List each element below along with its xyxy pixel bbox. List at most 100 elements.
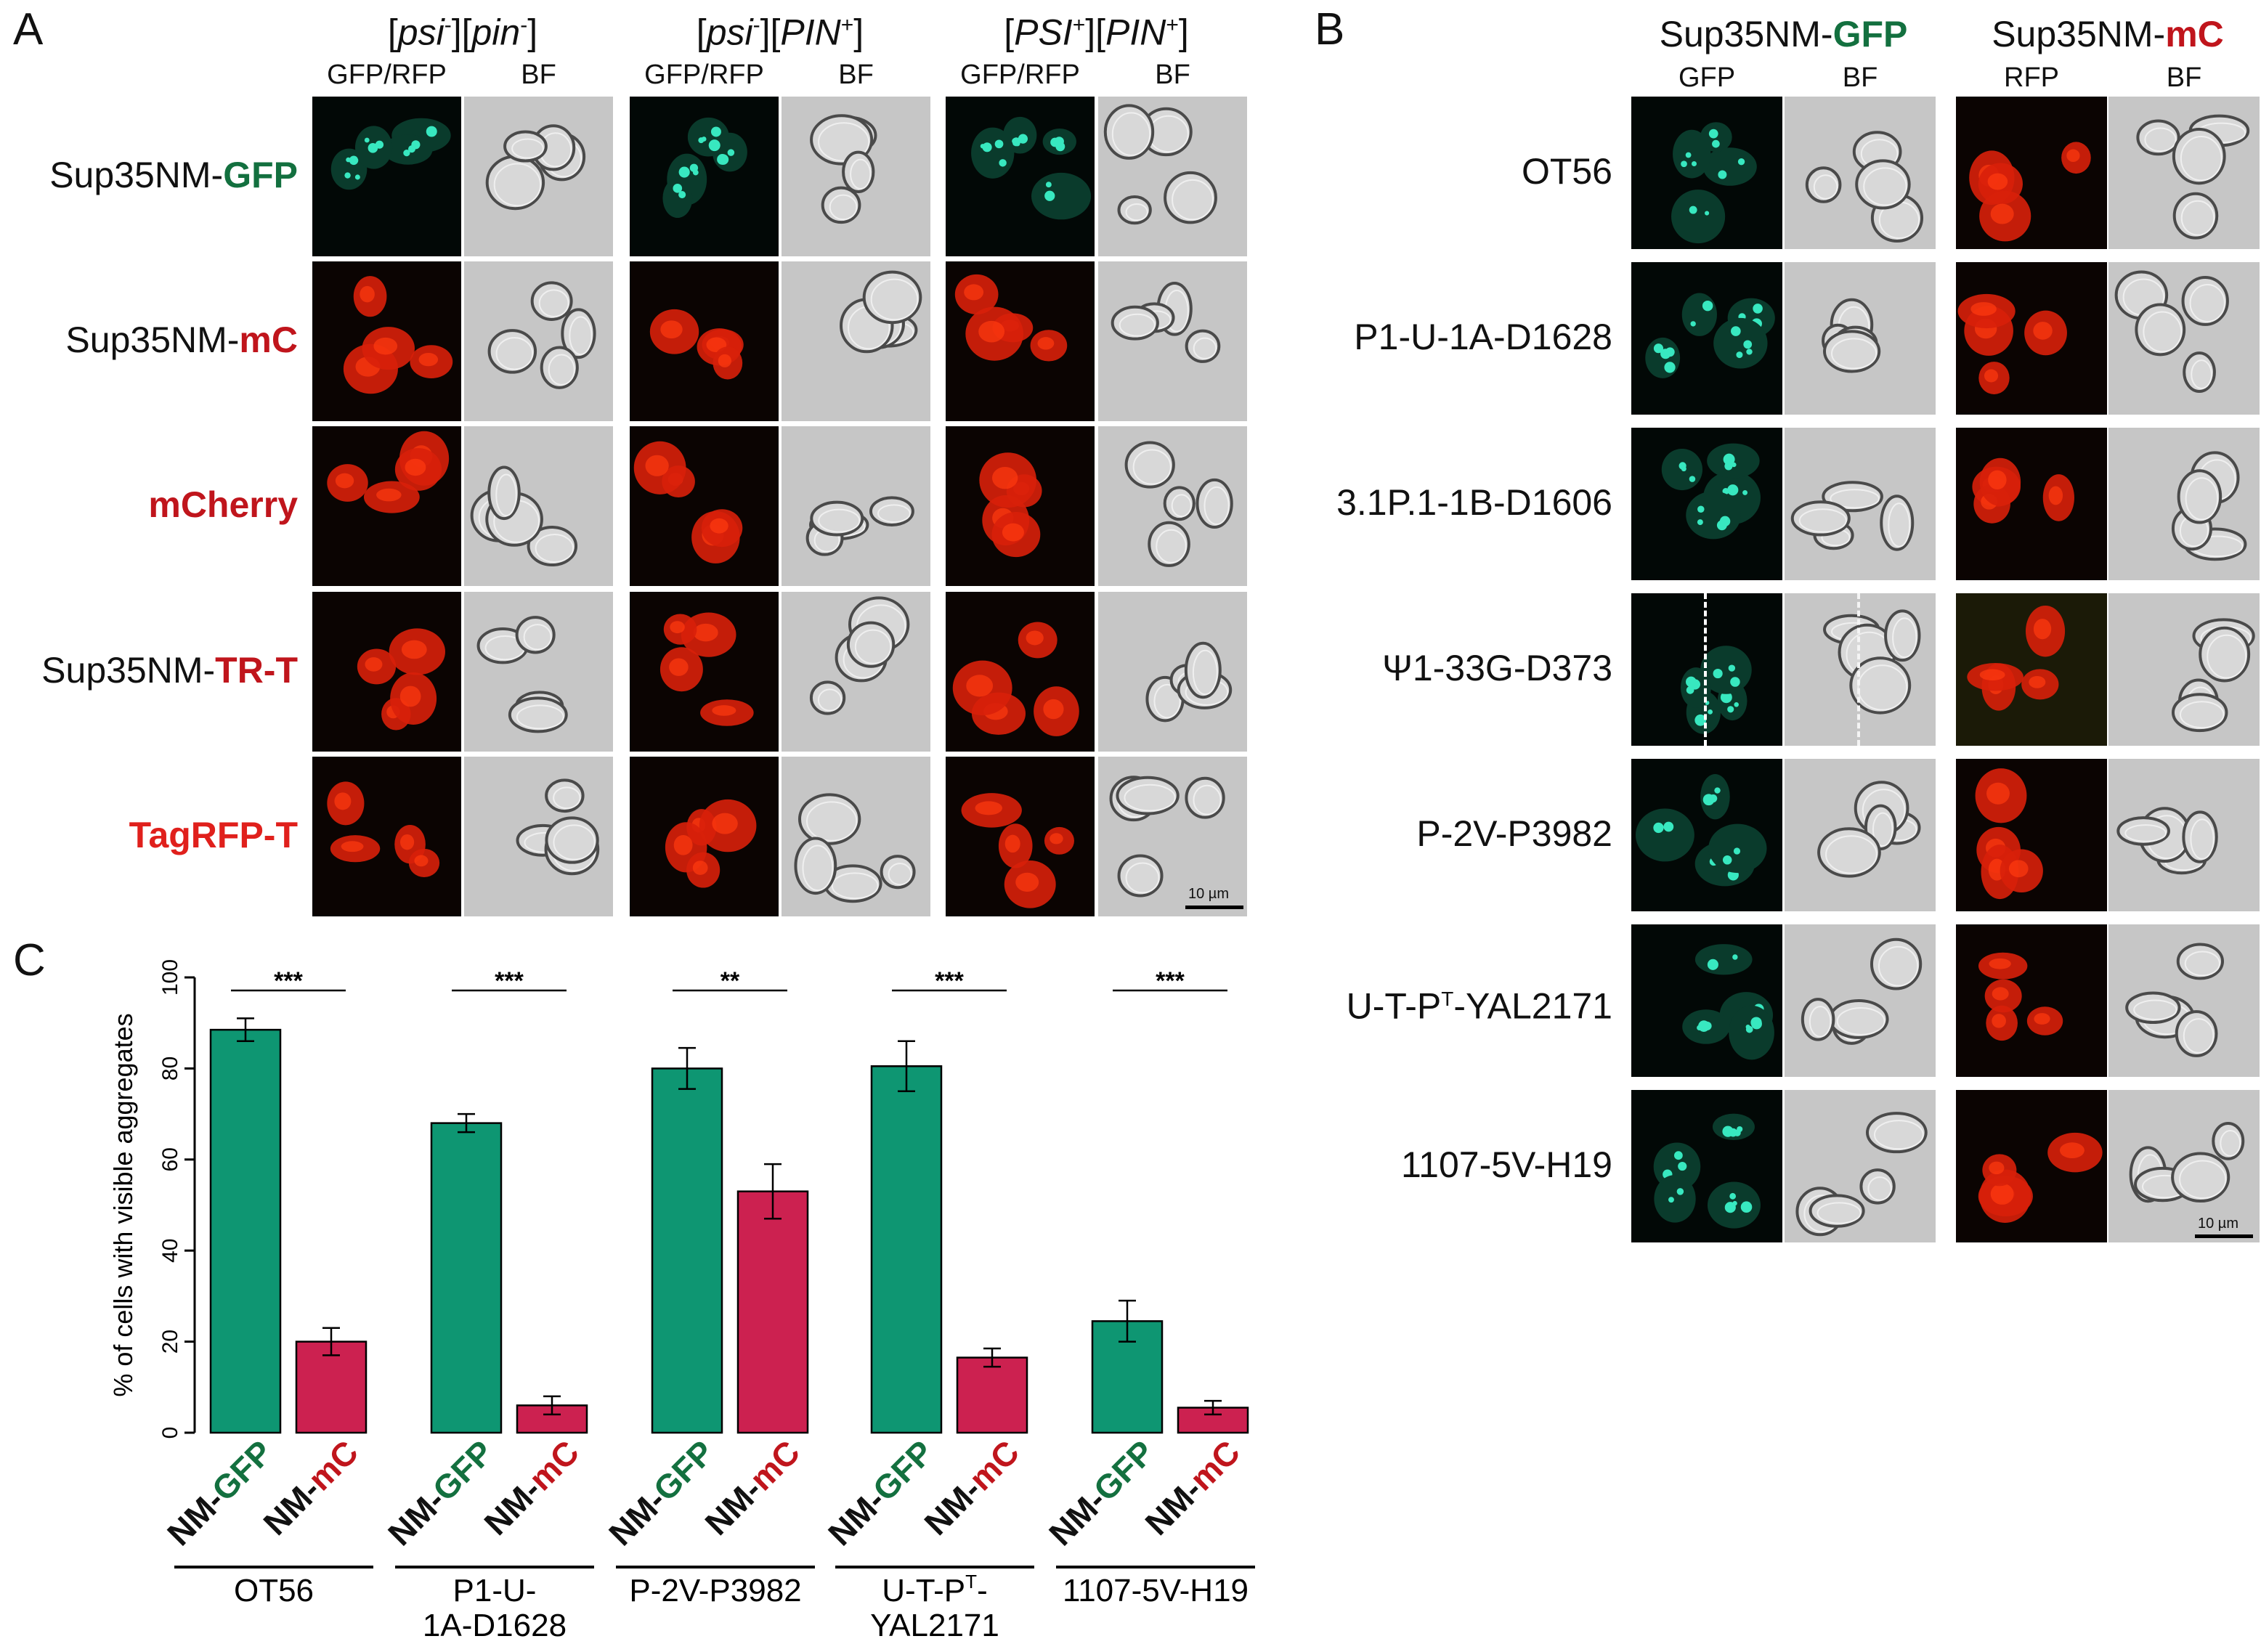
category-label-1-1: 1A-D1628 (423, 1608, 567, 1643)
panel-b-rfp-bf-image-3 (2108, 593, 2260, 746)
panel-b-rfp-image-2 (1956, 428, 2107, 580)
panel-b-gfp-bf-image-5 (1785, 924, 1936, 1077)
strain-2-subcol-0: GFP/RFP (960, 60, 1080, 90)
panel-a-row-label-2: mCherry (0, 484, 298, 525)
panel-b-gfp-bf-image-1 (1785, 262, 1936, 415)
category-label-1-0: P1-U- (453, 1573, 537, 1608)
bar-1-3 (956, 1356, 1028, 1434)
panel-b-rfp-bf-image-6 (2108, 1090, 2260, 1242)
strain-name: P1-U-1A-D1628 (1354, 317, 1612, 357)
strain-bracket: [ (1004, 12, 1015, 53)
group-tag: mC (2165, 14, 2224, 54)
panel-b-gfp-bf-image-0 (1785, 97, 1936, 249)
y-tick-label-5: 100 (158, 959, 182, 996)
bar-label-1-2: NM-mC (697, 1433, 807, 1542)
panel-b-rfp-bf-image-5 (2108, 924, 2260, 1077)
panel-a-row-label-4: TagRFP-T (0, 815, 298, 855)
panel-a-bf-image-3-1 (782, 592, 930, 752)
panel-b-row-label-2: 3.1P.1-1B-D1606 (1235, 482, 1612, 523)
row-label-tag: GFP (223, 155, 298, 195)
group-prefix: Sup35NM- (1992, 14, 2166, 54)
strain-prion-a: psi (397, 12, 445, 53)
panel-b-rfp-image-3 (1956, 593, 2107, 746)
panel-a-bf-image-3-0 (464, 592, 613, 752)
strain-prion-b-sup: - (520, 13, 528, 37)
strain-bracket: ] (1178, 12, 1189, 53)
panel-b-rfp-bf-image-1 (2108, 262, 2260, 415)
panel-a-fluor-image-0-0 (312, 97, 461, 256)
row-label-prefix: Sup35NM- (49, 155, 224, 195)
panel-a-bf-image-1-0 (464, 261, 613, 421)
y-tick-label-2: 40 (158, 1239, 182, 1263)
panel-b-row-label-3: Ψ1-33G-D373 (1235, 648, 1612, 688)
panel-letter-a: A (13, 4, 44, 54)
panel-b-gfp-image-0 (1631, 97, 1782, 249)
panel-b-splice-line (1704, 593, 1707, 746)
strain-name: P-2V-P3982 (1416, 813, 1612, 854)
panel-a-bf-image-0-1 (782, 97, 930, 256)
significance-label-0: *** (274, 967, 303, 995)
category-label-part: 1A-D1628 (423, 1608, 567, 1643)
panel-b-group-header-0: Sup35NM-GFP (1617, 13, 1951, 55)
panel-a-fluor-image-1-1 (630, 261, 779, 421)
category-label-3-0: U-T-PT- (882, 1571, 987, 1608)
panel-a-row-label-1: Sup35NM-mC (0, 320, 298, 360)
panel-b-splice-line (1857, 593, 1860, 746)
bar-0-2 (651, 1067, 723, 1434)
y-axis-label: % of cells with visible aggregates (108, 1013, 138, 1396)
panel-a-bf-image-4-2 (1098, 757, 1247, 916)
strain-prion-a: psi (706, 12, 753, 53)
strain-bracket: ] (527, 12, 538, 53)
strain-prion-a-sup: - (752, 13, 760, 37)
strain-0-subcol-0: GFP/RFP (327, 60, 447, 90)
bar-label-0-0: NM-GFP (160, 1433, 280, 1553)
strain-name-sup: T (1441, 988, 1454, 1010)
significance-label-1: *** (495, 967, 524, 995)
panel-a-fluor-image-2-1 (630, 426, 779, 586)
panel-b-group-0-subcol-1: BF (1842, 62, 1878, 93)
y-tick-label-3: 60 (158, 1147, 182, 1171)
category-label-part: 1107-5V-H19 (1063, 1573, 1249, 1608)
y-tick-label-1: 20 (158, 1330, 182, 1354)
row-label-tag: TagRFP-T (129, 815, 298, 855)
panel-b-gfp-image-6 (1631, 1090, 1782, 1242)
panel-b-row-label-4: P-2V-P3982 (1235, 813, 1612, 854)
row-label-tag: mC (239, 320, 298, 360)
strain-header-0: [psi-][pin-] (303, 4, 622, 54)
category-label-2-0: P-2V-P3982 (629, 1573, 801, 1608)
panel-a-row-label-3: Sup35NM-TR-T (0, 650, 298, 691)
panel-a-fluor-image-2-2 (946, 426, 1095, 586)
panel-b-rfp-image-6 (1956, 1090, 2107, 1242)
category-label-part: P1-U- (453, 1573, 537, 1608)
panel-a-fluor-image-2-0 (312, 426, 461, 586)
panel-a-fluor-image-0-1 (630, 97, 779, 256)
strain-prion-b-sup: + (840, 13, 854, 37)
panel-letter-c: C (13, 935, 46, 985)
panel-letter-b: B (1315, 4, 1345, 54)
strain-bracket: ][ (760, 12, 781, 53)
panel-b-gfp-image-5 (1631, 924, 1782, 1077)
panel-b-group-1-subcol-1: BF (2166, 62, 2202, 93)
strain-name: 1107-5V-H19 (1401, 1144, 1612, 1185)
strain-name: 3.1P.1-1B-D1606 (1336, 482, 1612, 523)
strain-prion-a-sup: + (1072, 13, 1086, 37)
bar-label-1-3: NM-mC (917, 1433, 1026, 1542)
bar-label-1-4: NM-mC (1137, 1433, 1247, 1542)
panel-b-gfp-bf-image-3 (1785, 593, 1936, 746)
category-label-part: - (977, 1573, 988, 1608)
bar-label-0-1: NM-GFP (381, 1433, 500, 1553)
panel-a-fluor-image-4-1 (630, 757, 779, 916)
panel-b-row-label-5: U-T-PT-YAL2171 (1235, 979, 1612, 1027)
panel-a-fluor-image-3-1 (630, 592, 779, 752)
bar-1-0 (295, 1340, 368, 1434)
panel-a-bf-image-2-1 (782, 426, 930, 586)
panel-b-gfp-bf-image-6 (1785, 1090, 1936, 1242)
panel-a-bf-image-4-1 (782, 757, 930, 916)
panel-b-rfp-image-5 (1956, 924, 2107, 1077)
category-label-part: P-2V-P3982 (629, 1573, 801, 1608)
strain-name: U-T-P (1346, 985, 1442, 1027)
strain-1-subcol-1: BF (838, 60, 874, 90)
panel-a-scale-bar (1185, 906, 1243, 909)
panel-a-row-label-0: Sup35NM-GFP (0, 155, 298, 195)
row-label-prefix: Sup35NM- (41, 650, 216, 691)
